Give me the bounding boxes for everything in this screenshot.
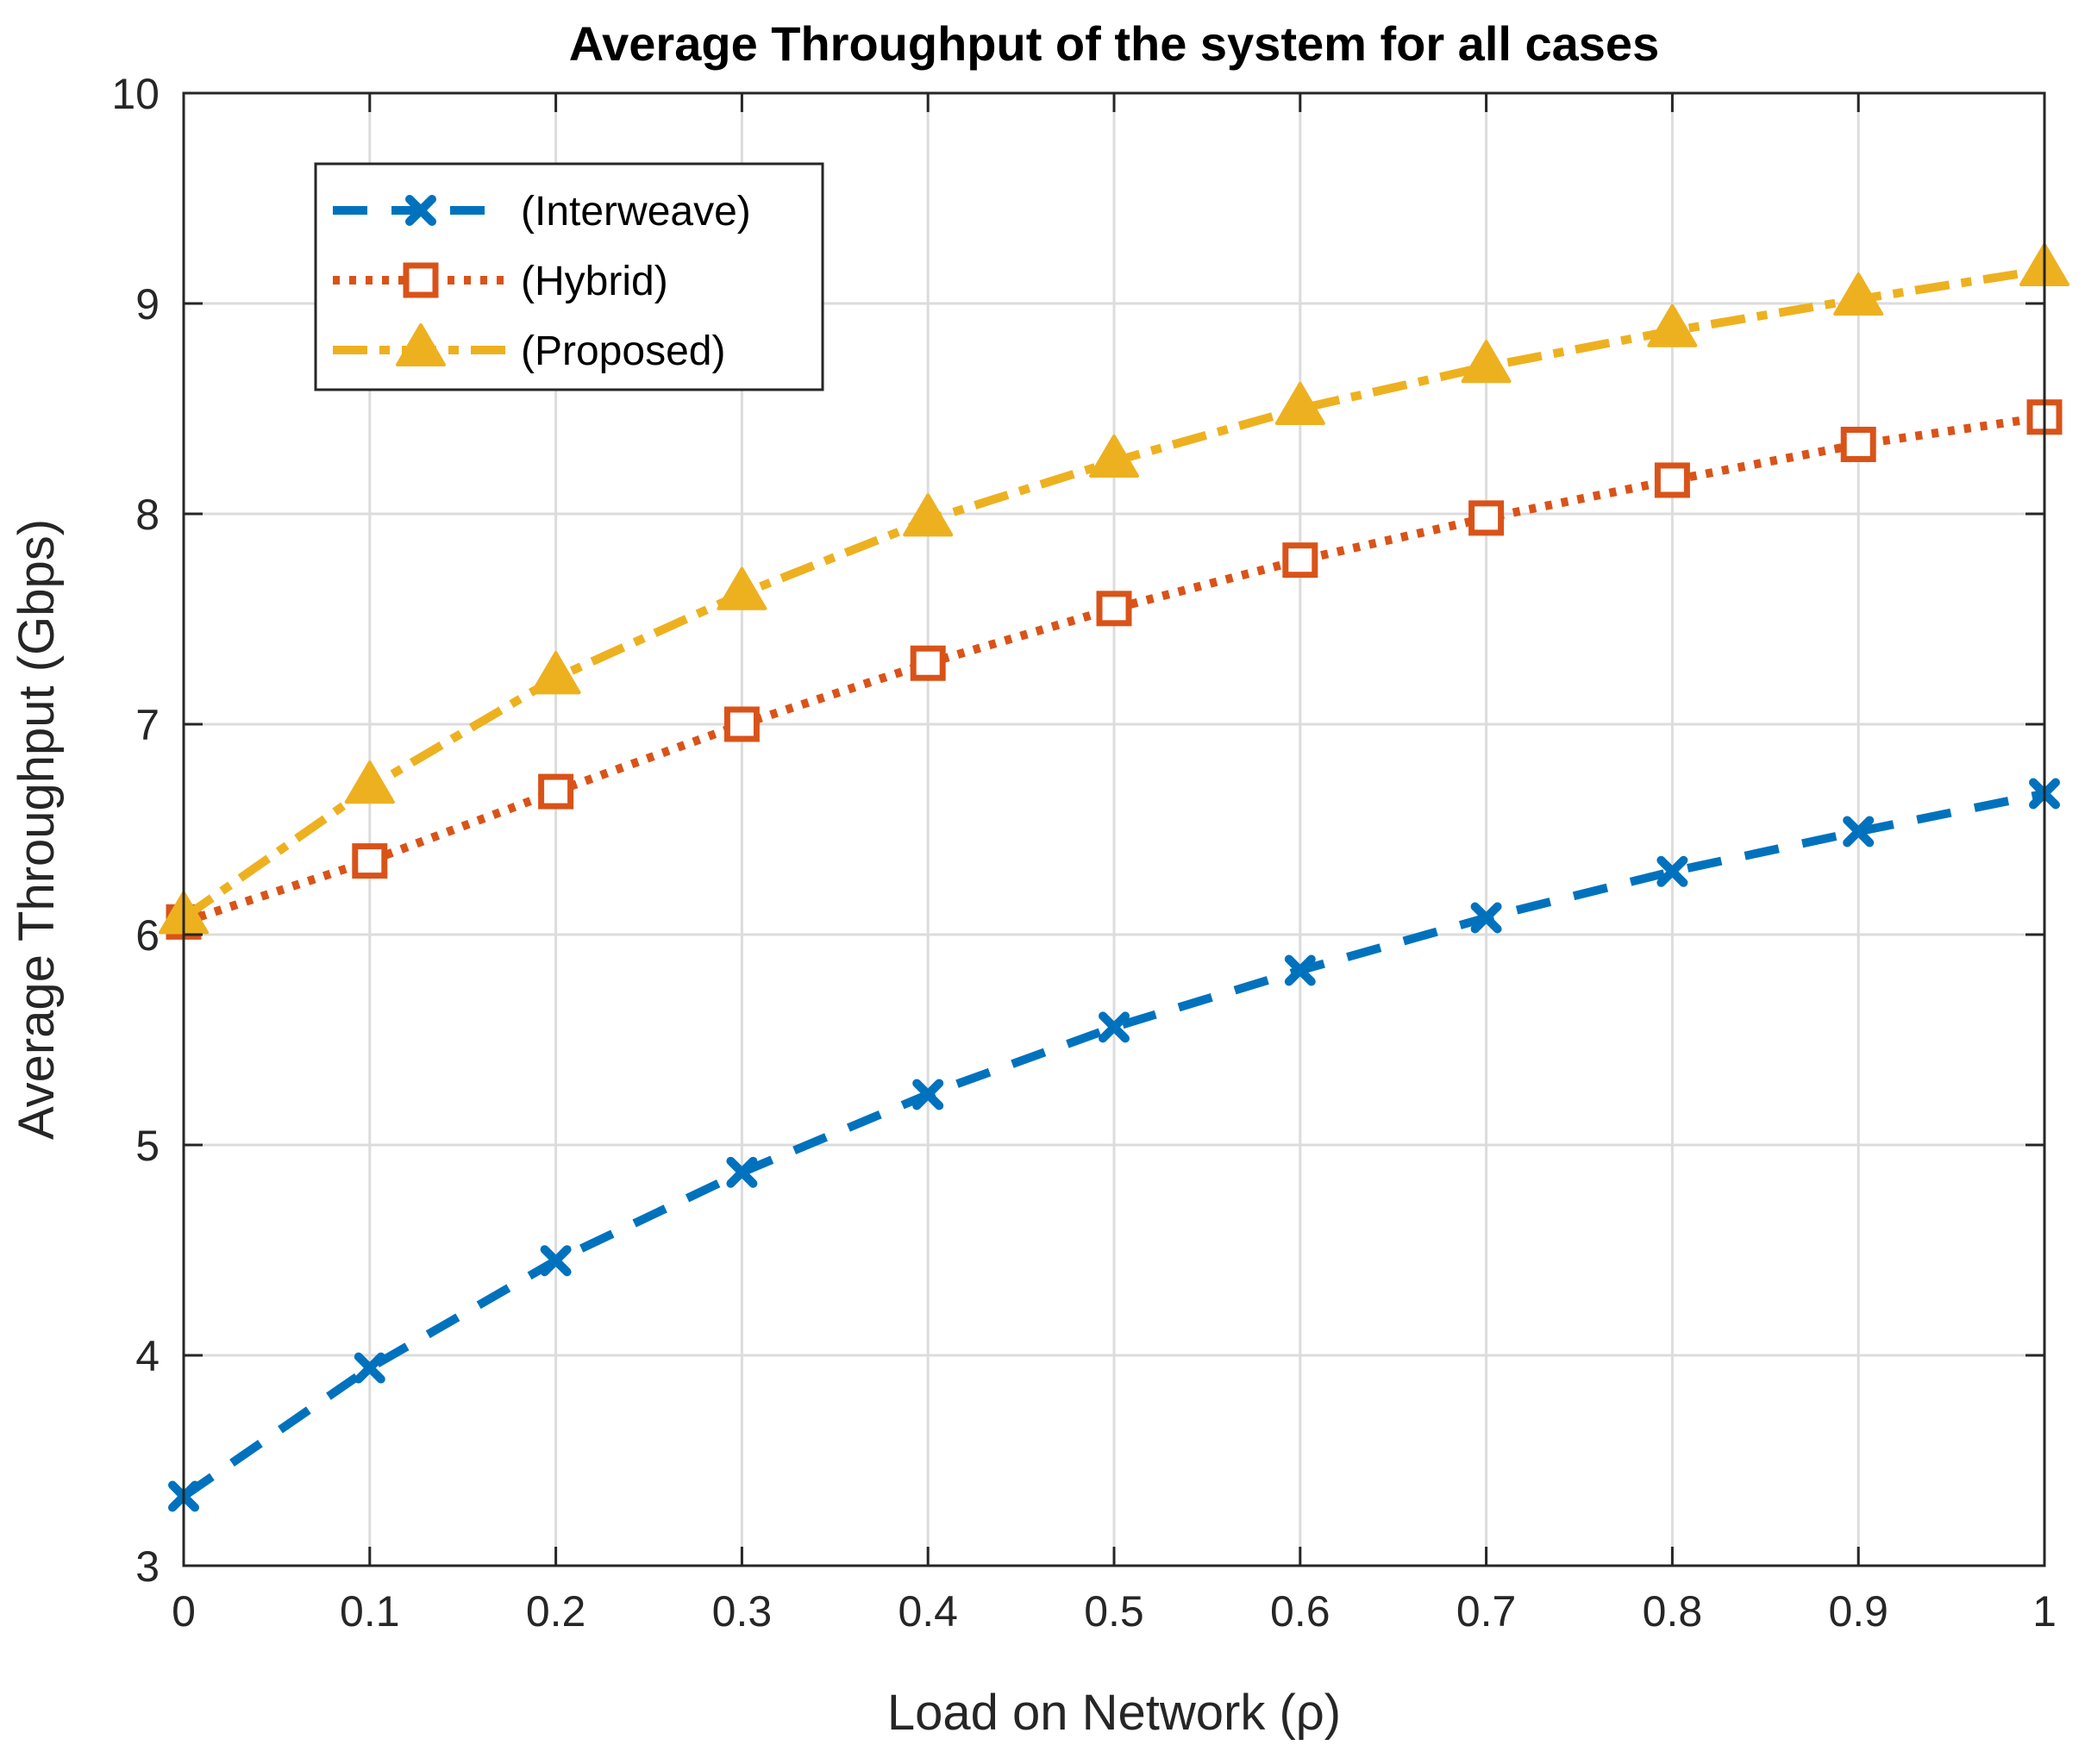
- y-tick-label: 5: [135, 1122, 160, 1170]
- y-tick-label: 9: [135, 280, 160, 328]
- data-point: [1284, 954, 1316, 986]
- legend-marker: [396, 323, 446, 366]
- tick-labels: 0 0.1 0.2 0.3 0.4 0.5 0.6 0.7 0.8 0.9 1 3 4 5 6 7 8 9 10: [111, 70, 2057, 1636]
- data-point: [912, 1079, 944, 1110]
- data-point: [1282, 542, 1318, 579]
- marker-stroke: [726, 1156, 758, 1188]
- data-point: [352, 843, 388, 879]
- marker-stroke: [1099, 1011, 1130, 1043]
- series-line: [181, 789, 2045, 1500]
- x-tick-label: 0.1: [340, 1587, 400, 1636]
- marker-stroke: [354, 1352, 385, 1384]
- legend-marker: [405, 195, 436, 226]
- data-point: [717, 566, 767, 610]
- ticks: [182, 91, 2046, 1567]
- data-point: [1470, 902, 1502, 934]
- x-tick-label: 0.7: [1456, 1587, 1517, 1636]
- marker-stroke: [405, 195, 436, 226]
- legend-label: (Hybrid): [521, 259, 668, 304]
- data-point: [1647, 303, 1698, 347]
- y-tick-label: 10: [111, 70, 160, 118]
- data-point: [1096, 591, 1132, 627]
- marker-stroke: [1656, 855, 1688, 887]
- x-tick-label: 0.3: [712, 1587, 773, 1636]
- data-point: [538, 773, 574, 810]
- x-tick-label: 0.9: [1828, 1587, 1888, 1636]
- data-point: [723, 706, 760, 742]
- marker-stroke: [912, 1079, 944, 1110]
- x-tick-label: 0.6: [1270, 1587, 1331, 1636]
- data-point: [1654, 462, 1690, 498]
- data-point: [726, 1156, 758, 1188]
- legend-label: (Proposed): [521, 328, 725, 374]
- data-point: [354, 1352, 385, 1384]
- y-tick-label: 7: [135, 701, 160, 749]
- y-tick-label: 4: [135, 1332, 160, 1380]
- data-point: [1099, 1011, 1130, 1043]
- data-point: [1833, 272, 1884, 316]
- x-tick-label: 0.5: [1084, 1587, 1144, 1636]
- y-tick-label: 3: [135, 1542, 160, 1591]
- y-tick-label: 8: [135, 491, 160, 539]
- series-layer: [159, 242, 2069, 1512]
- y-tick-label: 6: [135, 911, 160, 960]
- marker-stroke: [1284, 954, 1316, 986]
- data-point: [1274, 382, 1325, 425]
- legend-marker: [403, 262, 439, 298]
- legend-item: (Hybrid): [333, 259, 668, 304]
- data-point: [1656, 855, 1688, 887]
- data-point: [1843, 816, 1875, 848]
- marker-stroke: [1470, 902, 1502, 934]
- legend: (Interweave) (Hybrid) (Proposed): [314, 162, 824, 391]
- data-point: [903, 493, 954, 537]
- data-point: [1840, 426, 1876, 462]
- x-tick-label: 0: [172, 1587, 196, 1636]
- legend-label: (Interweave): [521, 189, 751, 235]
- data-point: [910, 645, 946, 681]
- chart-title: Average Throughput of the system for all…: [569, 16, 1659, 71]
- data-point: [530, 651, 581, 695]
- series-proposed: [159, 242, 2069, 935]
- legend-items: (Interweave) (Hybrid) (Proposed): [333, 189, 751, 374]
- x-tick-label: 0.8: [1643, 1587, 1703, 1636]
- data-point: [1089, 435, 1139, 478]
- y-axis-label: Average Throughput (Gbps): [9, 519, 65, 1140]
- x-tick-label: 0.2: [526, 1587, 586, 1636]
- x-axis-label: Load on Network (ρ): [887, 1685, 1341, 1741]
- marker-stroke: [540, 1245, 572, 1277]
- x-tick-label: 1: [2032, 1587, 2057, 1636]
- series-line: [182, 412, 2045, 927]
- data-point: [1468, 500, 1505, 536]
- legend-item: (Proposed): [333, 323, 725, 374]
- data-point: [344, 760, 395, 804]
- data-point: [540, 1245, 572, 1277]
- legend-item: (Interweave): [333, 189, 751, 235]
- marker-stroke: [1843, 816, 1875, 848]
- data-point: [1461, 340, 1512, 384]
- x-tick-label: 0.4: [898, 1587, 958, 1636]
